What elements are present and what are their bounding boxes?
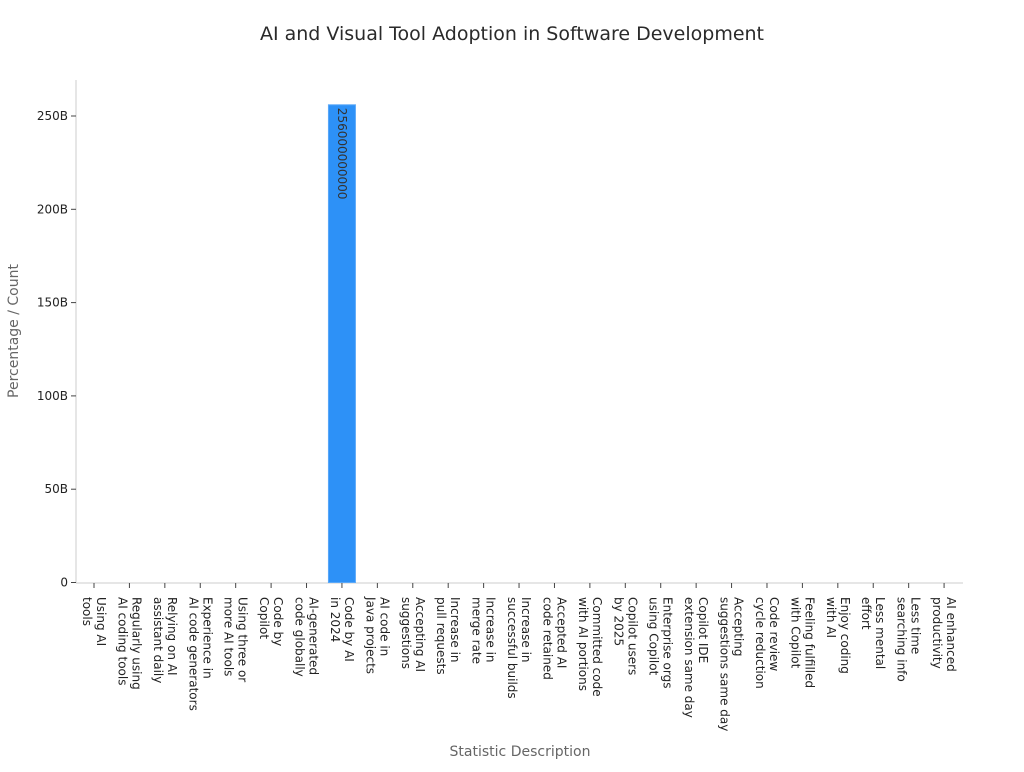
x-tick-label: Using AItools (80, 597, 108, 646)
x-tick-label: Relying on AIassistant daily (151, 597, 179, 683)
x-tick-label: Experience inAI code generators (186, 597, 214, 711)
x-axis-label: Statistic Description (450, 744, 591, 760)
x-tick-label: AI enhancedproductivity (930, 597, 958, 672)
y-tick-label: 100B (37, 389, 68, 403)
y-tick-label: 200B (37, 202, 68, 216)
x-tick-label: Committed codewith AI portions (576, 597, 604, 697)
x-tick-label: Using three ormore AI tools (222, 597, 250, 682)
bar-value-label: 256000000000 (335, 108, 349, 200)
x-tick-label: AI-generatedcode globally (293, 597, 321, 677)
x-tick-label: Enjoy codingwith AI (824, 597, 852, 674)
x-tick-label: Code reviewcycle reduction (753, 597, 781, 689)
x-tick-label: Feeling fulfilledwith Copilot (788, 597, 816, 688)
x-tick-label: Code by AIin 2024 (328, 597, 356, 662)
chart-title: AI and Visual Tool Adoption in Software … (260, 23, 764, 45)
x-tick-label: Increase inmerge rate (470, 597, 498, 664)
y-tick-label: 0 (60, 576, 68, 590)
x-tick-label: Regularly usingAI coding tools (115, 597, 143, 690)
y-tick-label: 250B (37, 109, 68, 123)
x-tick-label: Accepting AIsuggestions (399, 597, 427, 672)
x-tick-label: Increase insuccessful builds (505, 597, 533, 699)
x-tick-label: AI code inJava projects (363, 596, 391, 674)
x-tick-label: Copilot IDEextension same day (682, 597, 710, 718)
x-tick-label: Code byCopilot (257, 597, 285, 646)
x-tick-label: Acceptingsuggestions same day (718, 597, 746, 731)
x-tick-label: Increase inpull requests (434, 597, 462, 675)
x-tick-label: Copilot usersby 2025 (611, 597, 639, 675)
y-tick-label: 50B (44, 482, 68, 496)
bar (327, 104, 356, 584)
y-axis-label: Percentage / Count (6, 264, 22, 398)
x-tick-label: Less mentaleffort (859, 597, 887, 669)
x-tick-label: Less timesearching info (895, 597, 923, 682)
y-tick-label: 150B (37, 296, 68, 310)
x-tick-label: Accepted AIcode retained (540, 597, 568, 680)
x-tick-label: Enterprise orgsusing Copilot (647, 597, 675, 688)
